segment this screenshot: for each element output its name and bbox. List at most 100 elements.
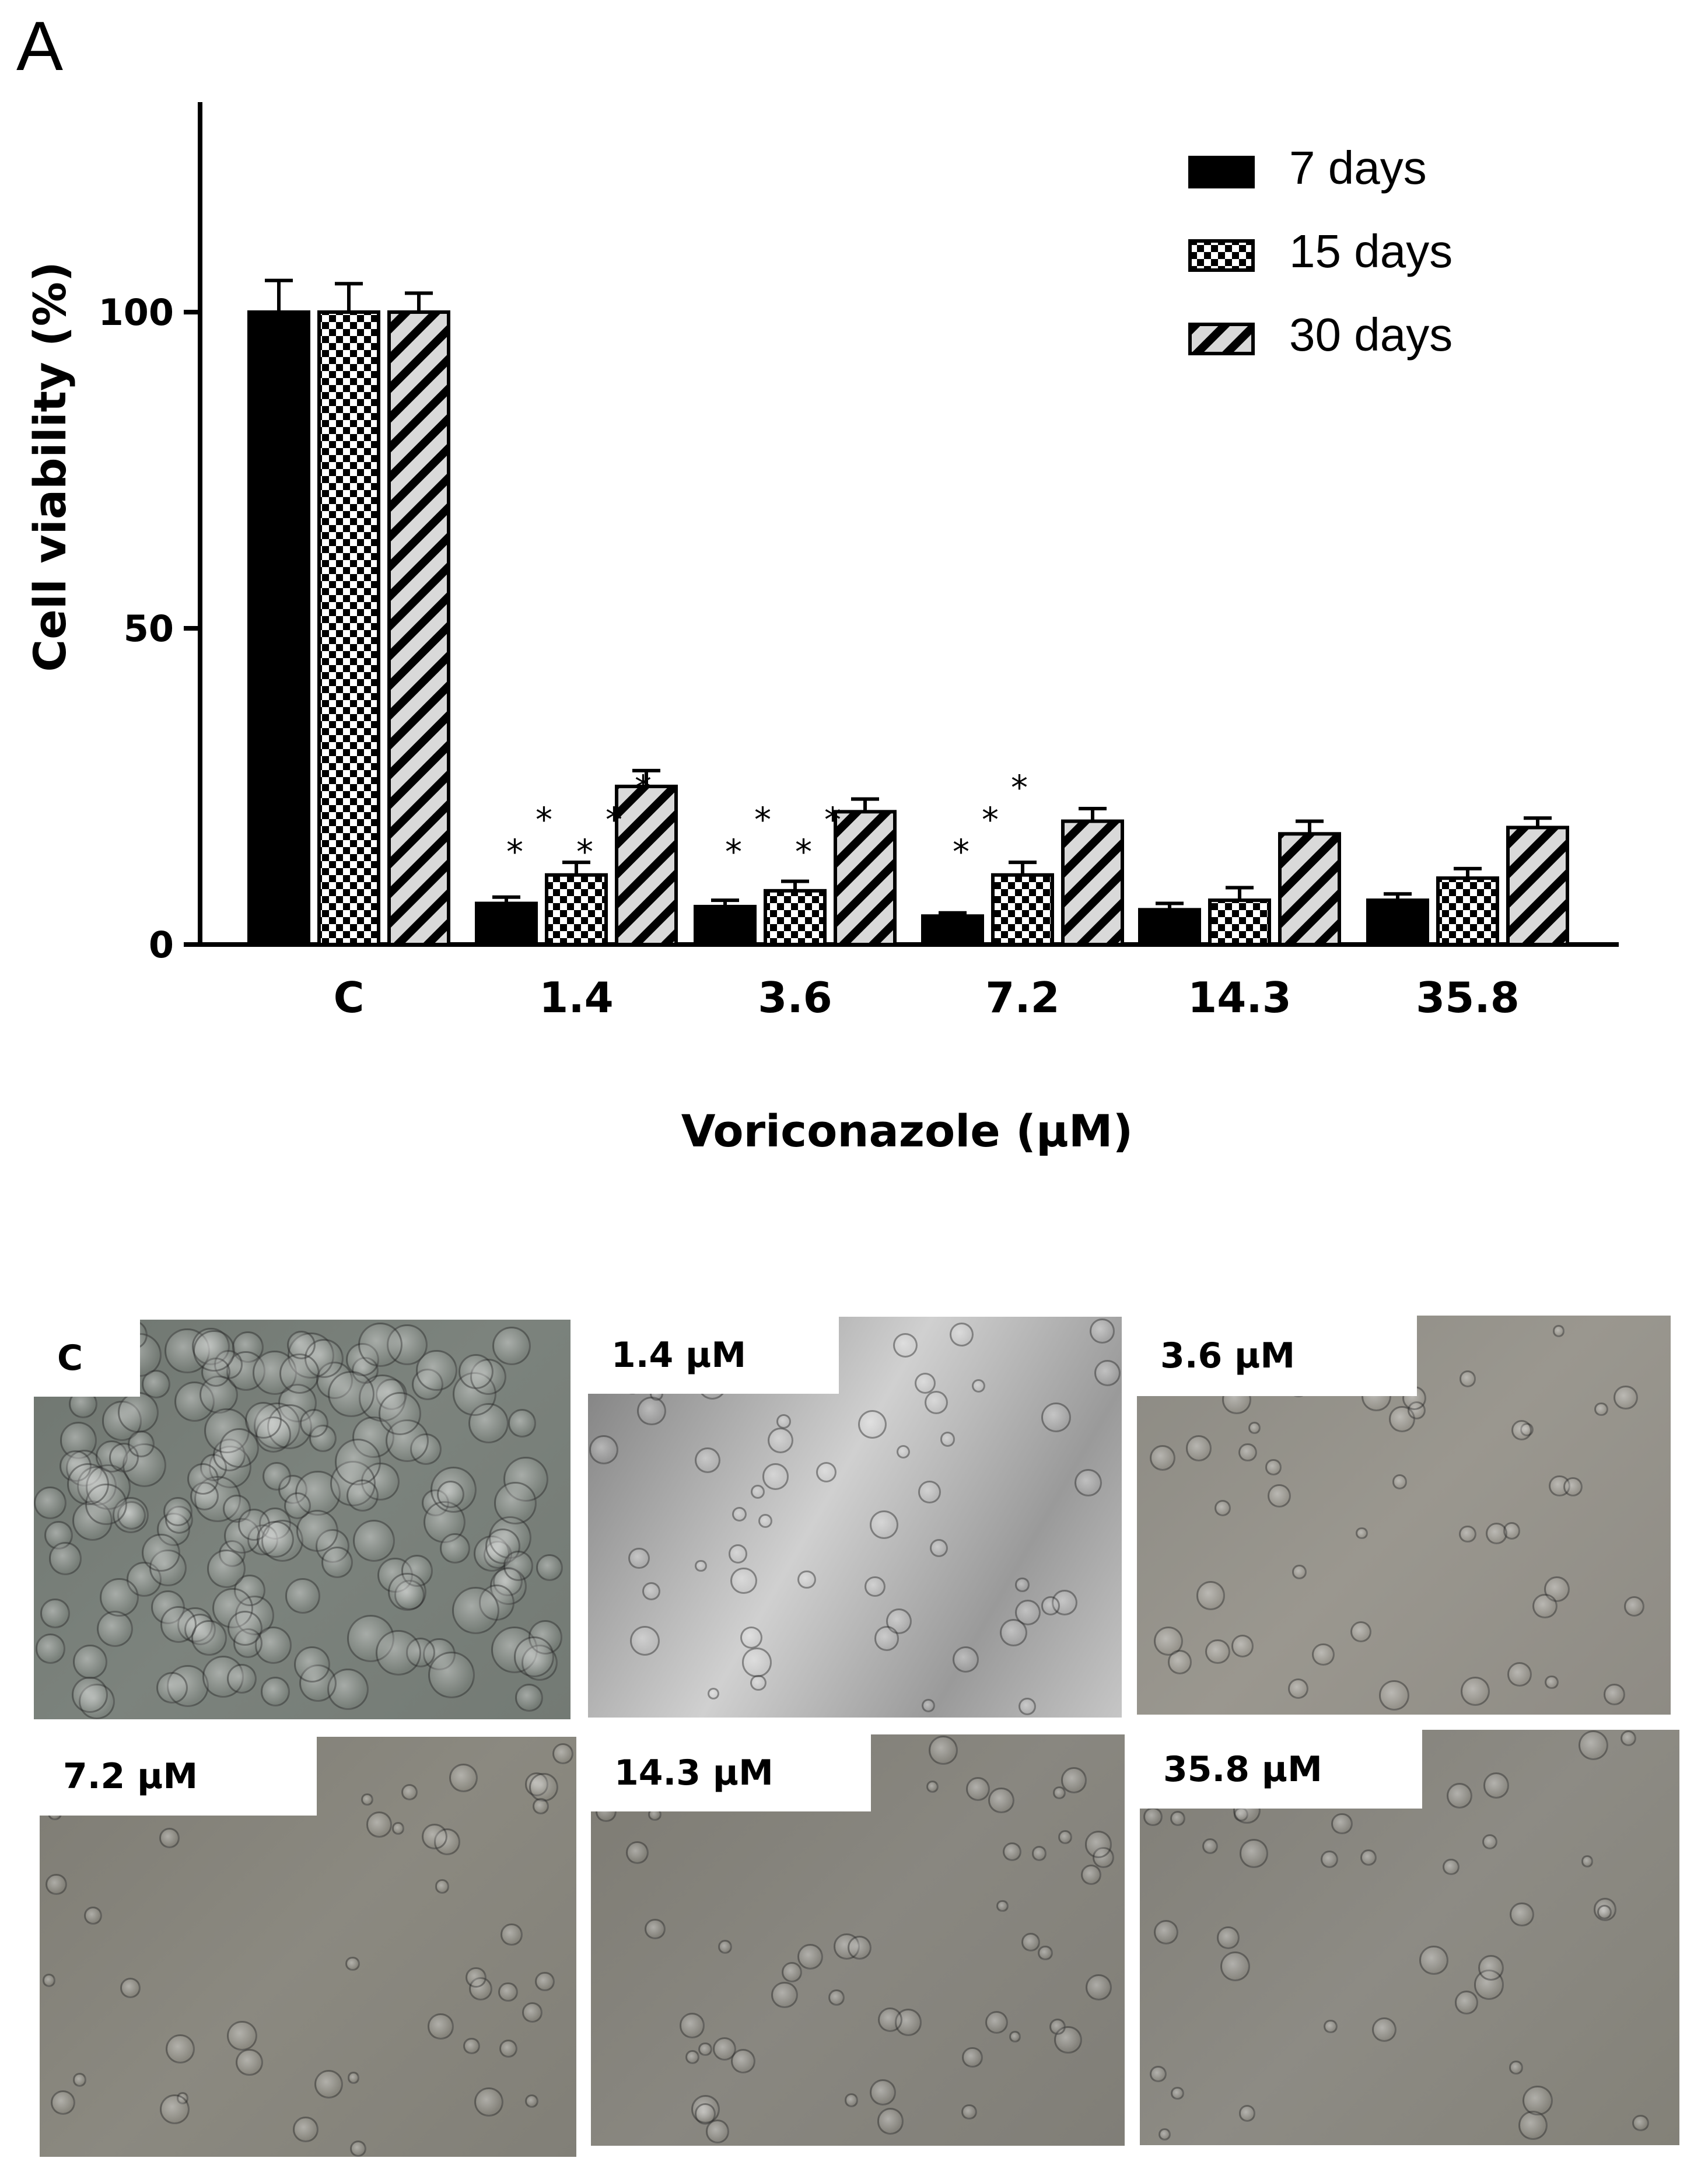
cell-blob bbox=[321, 1547, 354, 1579]
micrograph-1-4uM: 1.4 µM bbox=[588, 1317, 1122, 1718]
cell-blob bbox=[42, 1974, 55, 1987]
cell-blob bbox=[695, 1447, 721, 1474]
cell-blob bbox=[705, 2119, 730, 2143]
cell-blob bbox=[284, 1492, 311, 1519]
cell-blob bbox=[533, 1798, 550, 1815]
cell-blob bbox=[1202, 1838, 1219, 1855]
x-tick-label: 35.8 bbox=[1416, 973, 1520, 1022]
cell-blob bbox=[1443, 1858, 1460, 1875]
cell-blob bbox=[156, 1671, 188, 1704]
micrograph-label: 7.2 µM bbox=[40, 1737, 317, 1816]
cell-blob bbox=[1392, 1474, 1408, 1489]
cell-blob bbox=[261, 1677, 290, 1706]
cell-blob bbox=[767, 1428, 794, 1454]
cell-blob bbox=[328, 1370, 374, 1417]
cell-blob bbox=[1545, 1675, 1559, 1689]
cell-blob bbox=[226, 1664, 257, 1694]
cell-blob bbox=[1238, 1443, 1257, 1461]
cell-blob bbox=[416, 1349, 457, 1391]
cell-blob bbox=[46, 1873, 67, 1895]
legend-swatch bbox=[1188, 156, 1255, 188]
cell-blob bbox=[498, 1982, 518, 2002]
cell-blob bbox=[949, 1322, 974, 1346]
cell-blob bbox=[388, 1572, 426, 1611]
cell-blob bbox=[1084, 1831, 1112, 1859]
cell-blob bbox=[962, 2047, 983, 2068]
cell-blob bbox=[294, 1646, 331, 1683]
bar-7-days-14.3 bbox=[1138, 908, 1201, 947]
significance-star: * bbox=[754, 800, 771, 840]
cell-blob bbox=[378, 1392, 422, 1435]
significance-star: * bbox=[635, 768, 652, 807]
bar-30-days-14.3 bbox=[1278, 832, 1341, 947]
cell-blob bbox=[219, 1428, 260, 1468]
cell-blob bbox=[1060, 1767, 1087, 1793]
cell-blob bbox=[642, 1582, 661, 1600]
cell-blob bbox=[1268, 1484, 1292, 1508]
bar-7-days-7.2 bbox=[921, 914, 984, 946]
cell-blob bbox=[522, 2002, 543, 2023]
cell-blob bbox=[1371, 2017, 1397, 2042]
bar-30-days-1.4 bbox=[615, 785, 678, 946]
cell-blob bbox=[1624, 1596, 1645, 1617]
cell-blob bbox=[466, 1967, 487, 1988]
cell-blob bbox=[513, 1636, 555, 1677]
cell-blob bbox=[1248, 1421, 1261, 1434]
cell-blob bbox=[864, 1576, 886, 1597]
cell-blob bbox=[163, 1496, 193, 1526]
cell-blob bbox=[926, 1781, 939, 1793]
cell-blob bbox=[869, 2079, 897, 2106]
significance-star: * bbox=[576, 832, 593, 872]
cell-blob bbox=[679, 2013, 705, 2038]
x-tick-label: 3.6 bbox=[758, 973, 832, 1022]
cell-blob bbox=[886, 1608, 912, 1635]
panel-a-letter: A bbox=[16, 7, 63, 85]
cell-blob bbox=[227, 1610, 263, 1646]
cell-blob bbox=[1002, 1842, 1021, 1862]
cell-blob bbox=[1150, 2065, 1167, 2082]
cell-blob bbox=[206, 1549, 246, 1589]
cell-blob bbox=[1081, 1864, 1102, 1885]
cell-blob bbox=[503, 1550, 534, 1581]
cell-blob bbox=[508, 1409, 537, 1438]
cell-blob bbox=[118, 1392, 159, 1433]
micrograph-7-2uM: 7.2 µM bbox=[40, 1737, 576, 2157]
cell-blob bbox=[877, 2007, 903, 2033]
cell-blob bbox=[48, 1541, 82, 1575]
cell-blob bbox=[358, 1322, 403, 1367]
cell-blob bbox=[1205, 1639, 1230, 1664]
cell-blob bbox=[1483, 1772, 1510, 1799]
cell-blob bbox=[1518, 2110, 1548, 2140]
cell-blob bbox=[965, 1776, 990, 1801]
cell-blob bbox=[279, 1353, 320, 1394]
cell-blob bbox=[376, 1630, 421, 1676]
cell-blob bbox=[874, 1626, 900, 1651]
bar-15-days-1.4 bbox=[545, 873, 608, 947]
cell-blob bbox=[83, 1906, 103, 1925]
x-axis-title: Voriconazole (μM) bbox=[681, 1105, 1133, 1157]
bar-30-days-C bbox=[387, 310, 450, 946]
cell-blob bbox=[972, 1379, 986, 1393]
cell-blob bbox=[1509, 2061, 1523, 2075]
cell-blob bbox=[437, 1481, 464, 1508]
significance-star: * bbox=[824, 800, 841, 840]
cell-blob bbox=[626, 1841, 649, 1865]
cell-blob bbox=[1143, 1807, 1163, 1827]
cell-blob bbox=[474, 2087, 503, 2117]
cell-blob bbox=[742, 1648, 772, 1677]
bar-15-days-35.8 bbox=[1436, 876, 1499, 947]
cell-blob bbox=[645, 1918, 666, 1940]
bar-30-days-3.6 bbox=[834, 810, 897, 946]
panel-b-letter: B bbox=[23, 1168, 70, 1178]
cell-blob bbox=[120, 1978, 141, 1999]
micrograph-label: 3.6 µM bbox=[1137, 1316, 1417, 1396]
cell-blob bbox=[1041, 1596, 1060, 1615]
cell-blob bbox=[1324, 2019, 1338, 2034]
cell-blob bbox=[776, 1414, 791, 1429]
cell-blob bbox=[847, 1936, 872, 1960]
cell-blob bbox=[1459, 1525, 1476, 1543]
cell-blob bbox=[1478, 1954, 1504, 1981]
cell-blob bbox=[1086, 1974, 1112, 2001]
cell-blob bbox=[1594, 1402, 1608, 1416]
bar-chart: A 0 50 100 * * * * * * * * * * * * C 1.4 3.6 7.2 14.3 35.8… bbox=[16, 7, 1619, 1178]
